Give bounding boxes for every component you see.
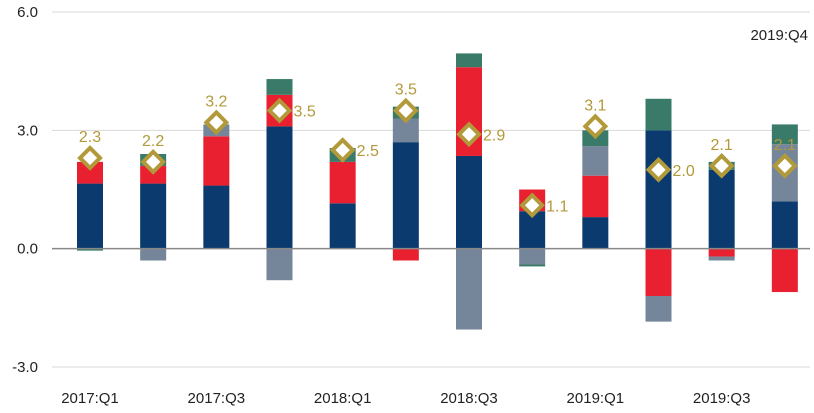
total-marker (772, 153, 798, 179)
bar-segment-green (771, 124, 798, 145)
total-label: 3.1 (584, 97, 606, 114)
bar-segment-red (771, 248, 798, 293)
bar-segment-red (708, 248, 735, 257)
x-tick-label: 2017:Q1 (61, 390, 119, 407)
total-label: 2.9 (483, 127, 505, 144)
y-tick-label: -3.0 (12, 359, 38, 376)
x-tick-label: 2018:Q3 (440, 390, 498, 407)
total-label: 2.0 (673, 163, 695, 180)
bar-segment-gray (140, 248, 167, 261)
total-marker (708, 153, 735, 179)
x-tick-label: 2017:Q3 (188, 390, 246, 407)
total-marker (582, 113, 609, 140)
bar-segment-gray (645, 296, 672, 322)
bar-segment-green (645, 98, 672, 131)
total-label: 3.2 (205, 93, 227, 110)
x-tick-label: 2018:Q1 (314, 390, 372, 407)
total-marker (140, 149, 166, 175)
bar-segment-navy (203, 185, 230, 249)
total-marker (203, 109, 230, 136)
bar-segment-red (329, 161, 356, 204)
bar-segment-green (456, 53, 482, 68)
total-label: 2.1 (774, 137, 796, 154)
bar-segment-navy (392, 142, 419, 249)
bar-segment-navy (456, 155, 482, 249)
bar-segment-navy (140, 183, 167, 249)
y-tick-label: 0.0 (17, 241, 38, 258)
bar-segment-red (77, 161, 103, 184)
x-tick-label: 2019:Q1 (567, 390, 625, 407)
bar-segment-gray (456, 248, 482, 330)
bar-segment-navy (266, 126, 293, 249)
total-markers (77, 97, 798, 219)
total-marker (393, 97, 419, 124)
total-marker (266, 97, 293, 124)
total-labels: 2.3 2.2 3.2 3.5 2.5 3.5 2.9 1.1 3.1 2.0 2.1 2.1 (79, 82, 796, 216)
bar-segment-gray (392, 118, 419, 143)
bar-segment-gray (519, 248, 546, 265)
total-label: 2.1 (711, 137, 733, 154)
bar-segment-green (266, 79, 293, 95)
bar-segment-green (77, 248, 103, 251)
total-marker (77, 145, 103, 171)
total-label: 2.3 (79, 129, 101, 146)
gridlines (52, 11, 810, 368)
bar-segment-green (519, 264, 546, 267)
y-axis-ticks: 6.0 3.0 0.0 -3.0 (12, 4, 38, 376)
total-label: 3.5 (294, 104, 316, 121)
total-label: 2.5 (357, 143, 379, 160)
bar-segment-navy (708, 169, 735, 249)
bar-segment-navy (582, 217, 609, 249)
bar-segment-red (392, 248, 419, 261)
bar-segment-navy (771, 201, 798, 249)
total-marker (329, 137, 356, 163)
total-marker (519, 192, 545, 219)
total-label: 1.1 (546, 198, 568, 215)
total-label: 3.5 (395, 82, 417, 99)
bar-segment-gray (266, 248, 293, 281)
x-axis-ticks: 2017:Q1 2017:Q3 2018:Q1 2018:Q3 2019:Q1 2019:… (61, 390, 750, 407)
bar-segment-navy (645, 130, 672, 249)
bar-segment-red (582, 175, 609, 218)
total-marker (456, 121, 482, 148)
annotation-label: 2019:Q4 (750, 27, 808, 44)
bar-segment-gray (582, 146, 609, 176)
bar-segments (77, 53, 798, 330)
x-tick-label: 2019:Q3 (693, 390, 751, 407)
total-marker (645, 156, 672, 183)
bar-segment-navy (77, 183, 103, 249)
y-tick-label: 6.0 (17, 4, 38, 21)
bar-segment-red (645, 248, 672, 296)
total-label: 2.2 (142, 133, 164, 150)
bar-segment-red (203, 136, 230, 186)
bar-segment-gray (708, 256, 735, 261)
y-tick-label: 3.0 (17, 122, 38, 139)
bar-segment-navy (329, 203, 356, 249)
